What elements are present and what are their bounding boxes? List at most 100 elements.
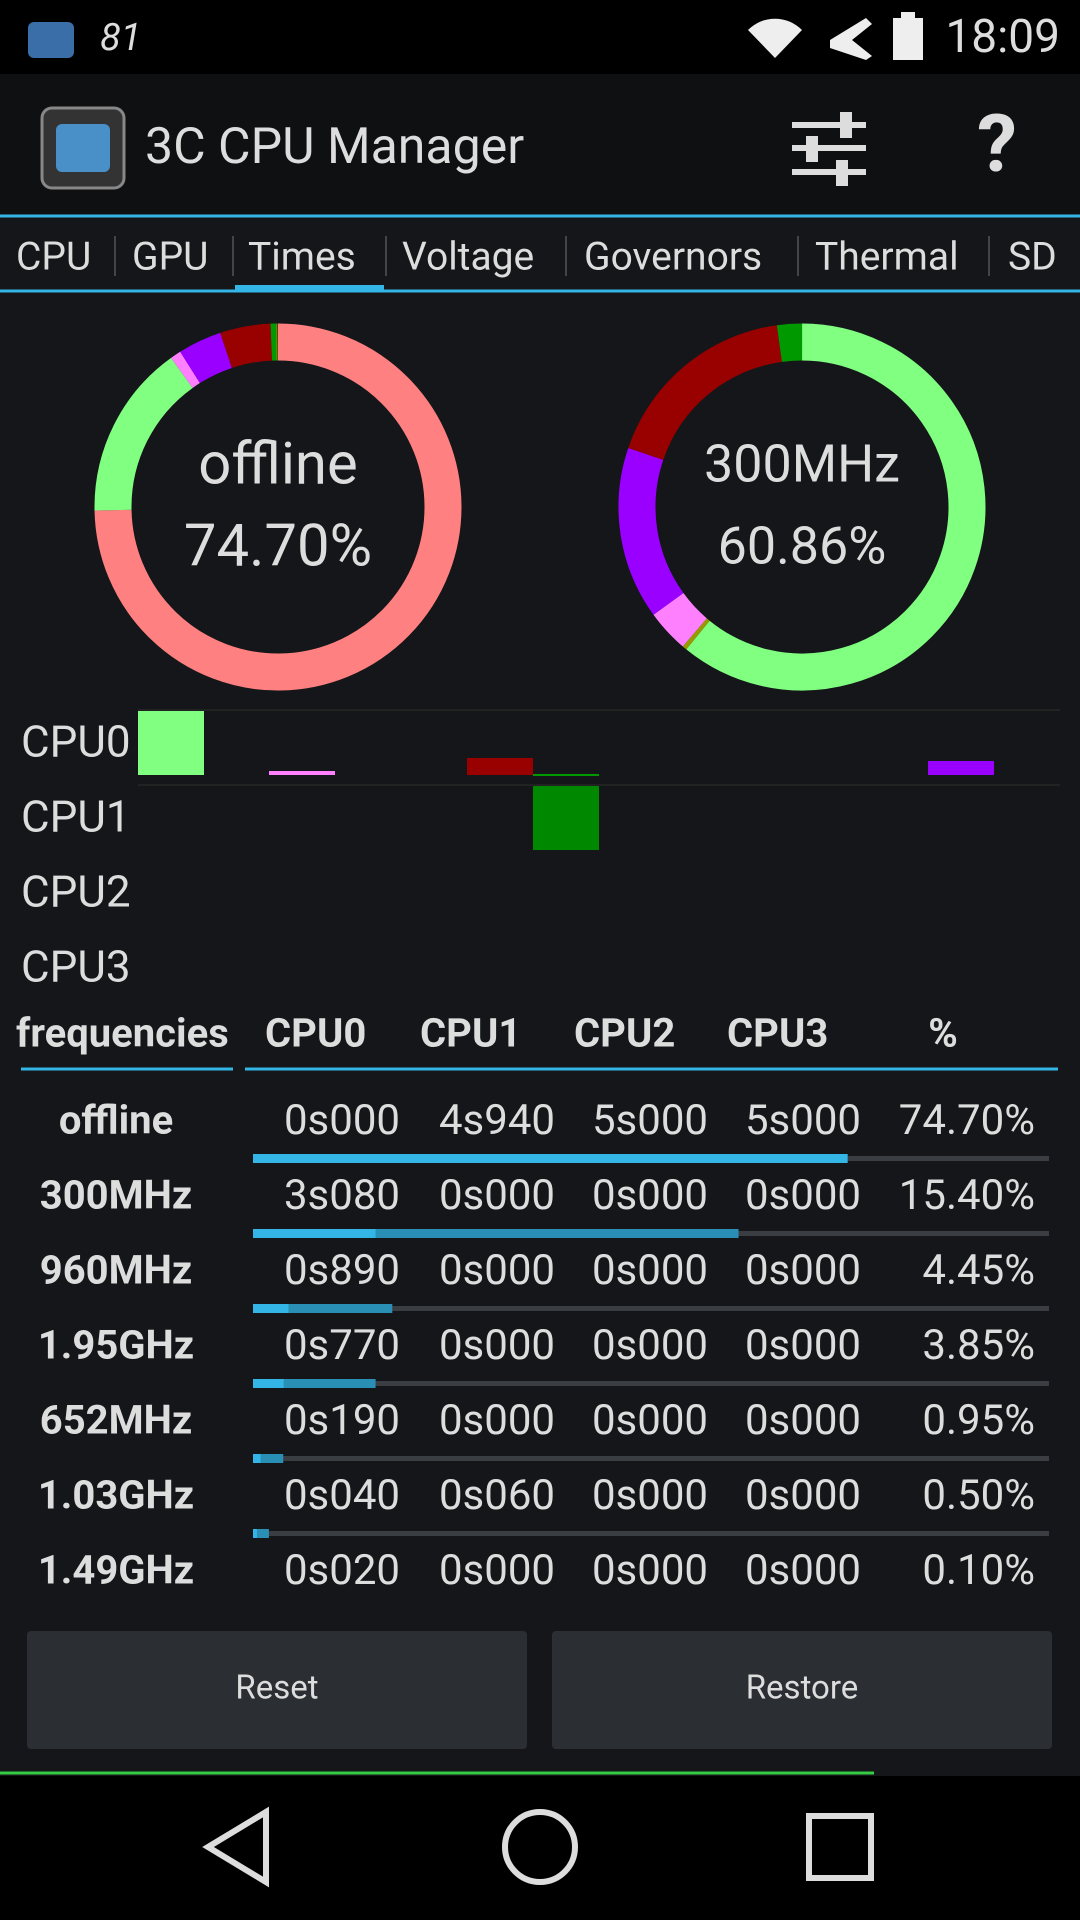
- timeline-block: [533, 786, 599, 850]
- time-cell: 0s000: [592, 1471, 708, 1520]
- time-cell: 0s000: [745, 1471, 861, 1520]
- time-cell: 3s080: [284, 1171, 400, 1220]
- back-button[interactable]: [202, 1806, 269, 1888]
- battery-tip: [901, 12, 915, 18]
- donut-segment: [776, 323, 803, 362]
- button-bg: [27, 1631, 527, 1749]
- progress-secondary: [253, 1379, 376, 1388]
- timeline-block: [467, 758, 533, 775]
- time-cell: 4s940: [439, 1096, 555, 1145]
- clock: 18:09: [945, 10, 1060, 64]
- time-cell: 0s890: [284, 1246, 400, 1295]
- frequency-label: 1.95GHz: [38, 1322, 194, 1369]
- help-button[interactable]: ?: [977, 97, 1017, 191]
- time-cell: 0.95%: [922, 1396, 1035, 1445]
- progress-primary: [253, 1154, 848, 1163]
- recents-button[interactable]: [806, 1813, 874, 1881]
- time-cell: 0s000: [745, 1246, 861, 1295]
- time-cell: 0s000: [592, 1246, 708, 1295]
- app-title: 3C CPU Manager: [145, 118, 524, 176]
- settings-button[interactable]: [792, 112, 866, 186]
- progress-primary: [253, 1304, 289, 1313]
- progress-secondary: [253, 1529, 269, 1538]
- frequency-label: 1.03GHz: [38, 1472, 194, 1519]
- tab[interactable]: GPU: [132, 233, 208, 279]
- app-icon-chip: [56, 124, 110, 172]
- time-cell: 0s020: [284, 1546, 400, 1595]
- time-cell: 0s000: [439, 1321, 555, 1370]
- cpu-label: CPU1: [21, 791, 131, 843]
- tab[interactable]: Times: [248, 233, 356, 279]
- table-header: frequencies: [16, 1010, 229, 1057]
- time-cell: 0s000: [592, 1171, 708, 1220]
- donut-segment: [628, 325, 783, 461]
- donut-segment: [653, 592, 708, 647]
- airplane-icon: [830, 18, 872, 60]
- time-cell: 0s000: [592, 1396, 708, 1445]
- donut-segment: [94, 357, 193, 511]
- time-cell: 0s000: [439, 1246, 555, 1295]
- donut-value: 74.70%: [184, 512, 372, 580]
- progress-primary: [253, 1529, 257, 1538]
- time-cell: 0s000: [592, 1546, 708, 1595]
- time-cell: 3.85%: [922, 1321, 1035, 1370]
- home-button[interactable]: [502, 1809, 578, 1885]
- button-bg: [552, 1631, 1052, 1749]
- time-cell: 0s000: [439, 1546, 555, 1595]
- table-header: CPU3: [727, 1010, 828, 1057]
- nav-bar: [0, 1776, 1080, 1920]
- time-cell: 0s000: [745, 1396, 861, 1445]
- time-cell: 15.40%: [899, 1171, 1035, 1220]
- progress-track: [253, 1306, 1049, 1311]
- button-label: Restore: [746, 1669, 859, 1708]
- time-cell: 0s040: [284, 1471, 400, 1520]
- timeline-block: [269, 771, 335, 775]
- wifi-icon: [748, 18, 802, 58]
- restore-button[interactable]: Restore: [552, 1631, 1052, 1749]
- time-cell: 0s000: [745, 1546, 861, 1595]
- frequency-label: 300MHz: [40, 1172, 192, 1219]
- donut-value: 60.86%: [718, 516, 887, 577]
- donut-segment: [686, 323, 986, 691]
- progress-primary: [253, 1229, 376, 1238]
- progress-track: [253, 1381, 1049, 1386]
- time-cell: 5s000: [745, 1096, 861, 1145]
- tab-indicator: [235, 285, 384, 292]
- time-cell: 0.10%: [922, 1546, 1035, 1595]
- time-table: frequencies CPU0 CPU1 CPU2 CPU3 % offline 0s000…: [16, 1010, 1049, 1595]
- donut-charts: offline 74.70% 300MHz 60.86%: [94, 323, 986, 691]
- progress-secondary: [253, 1304, 393, 1313]
- tab[interactable]: CPU: [16, 233, 91, 279]
- timeline-block: [138, 711, 204, 775]
- donut-segment: [94, 323, 462, 691]
- time-cell: 0s060: [439, 1471, 555, 1520]
- tab[interactable]: Governors: [584, 233, 762, 279]
- timeline-block: [928, 761, 994, 775]
- tab[interactable]: SD: [1008, 233, 1057, 279]
- frequency-label: offline: [59, 1097, 173, 1144]
- tab[interactable]: Thermal: [815, 233, 959, 279]
- frequency-label: 960MHz: [40, 1247, 192, 1294]
- frequency-label: 652MHz: [40, 1397, 192, 1444]
- table-header: CPU2: [574, 1010, 675, 1057]
- battery-icon: [893, 18, 923, 60]
- progress-track: [253, 1456, 1049, 1461]
- status-app-icon: [28, 22, 74, 58]
- time-cell: 0s190: [284, 1396, 400, 1445]
- tab[interactable]: Voltage: [402, 233, 534, 279]
- progress-secondary: [253, 1229, 739, 1238]
- time-cell: 0s000: [745, 1321, 861, 1370]
- donut-segment: [171, 351, 200, 389]
- timeline-block: [533, 774, 599, 776]
- time-cell: 0s000: [439, 1171, 555, 1220]
- donut-segment: [220, 323, 273, 369]
- button-label: Reset: [235, 1669, 318, 1708]
- time-cell: 4.45%: [922, 1246, 1035, 1295]
- status-text: 81: [100, 16, 141, 60]
- reset-button[interactable]: Reset: [27, 1631, 527, 1749]
- frequency-label: 1.49GHz: [38, 1547, 194, 1594]
- action-bar: [0, 74, 1080, 214]
- donut-segment: [618, 448, 684, 615]
- cpu-label: CPU0: [21, 716, 131, 768]
